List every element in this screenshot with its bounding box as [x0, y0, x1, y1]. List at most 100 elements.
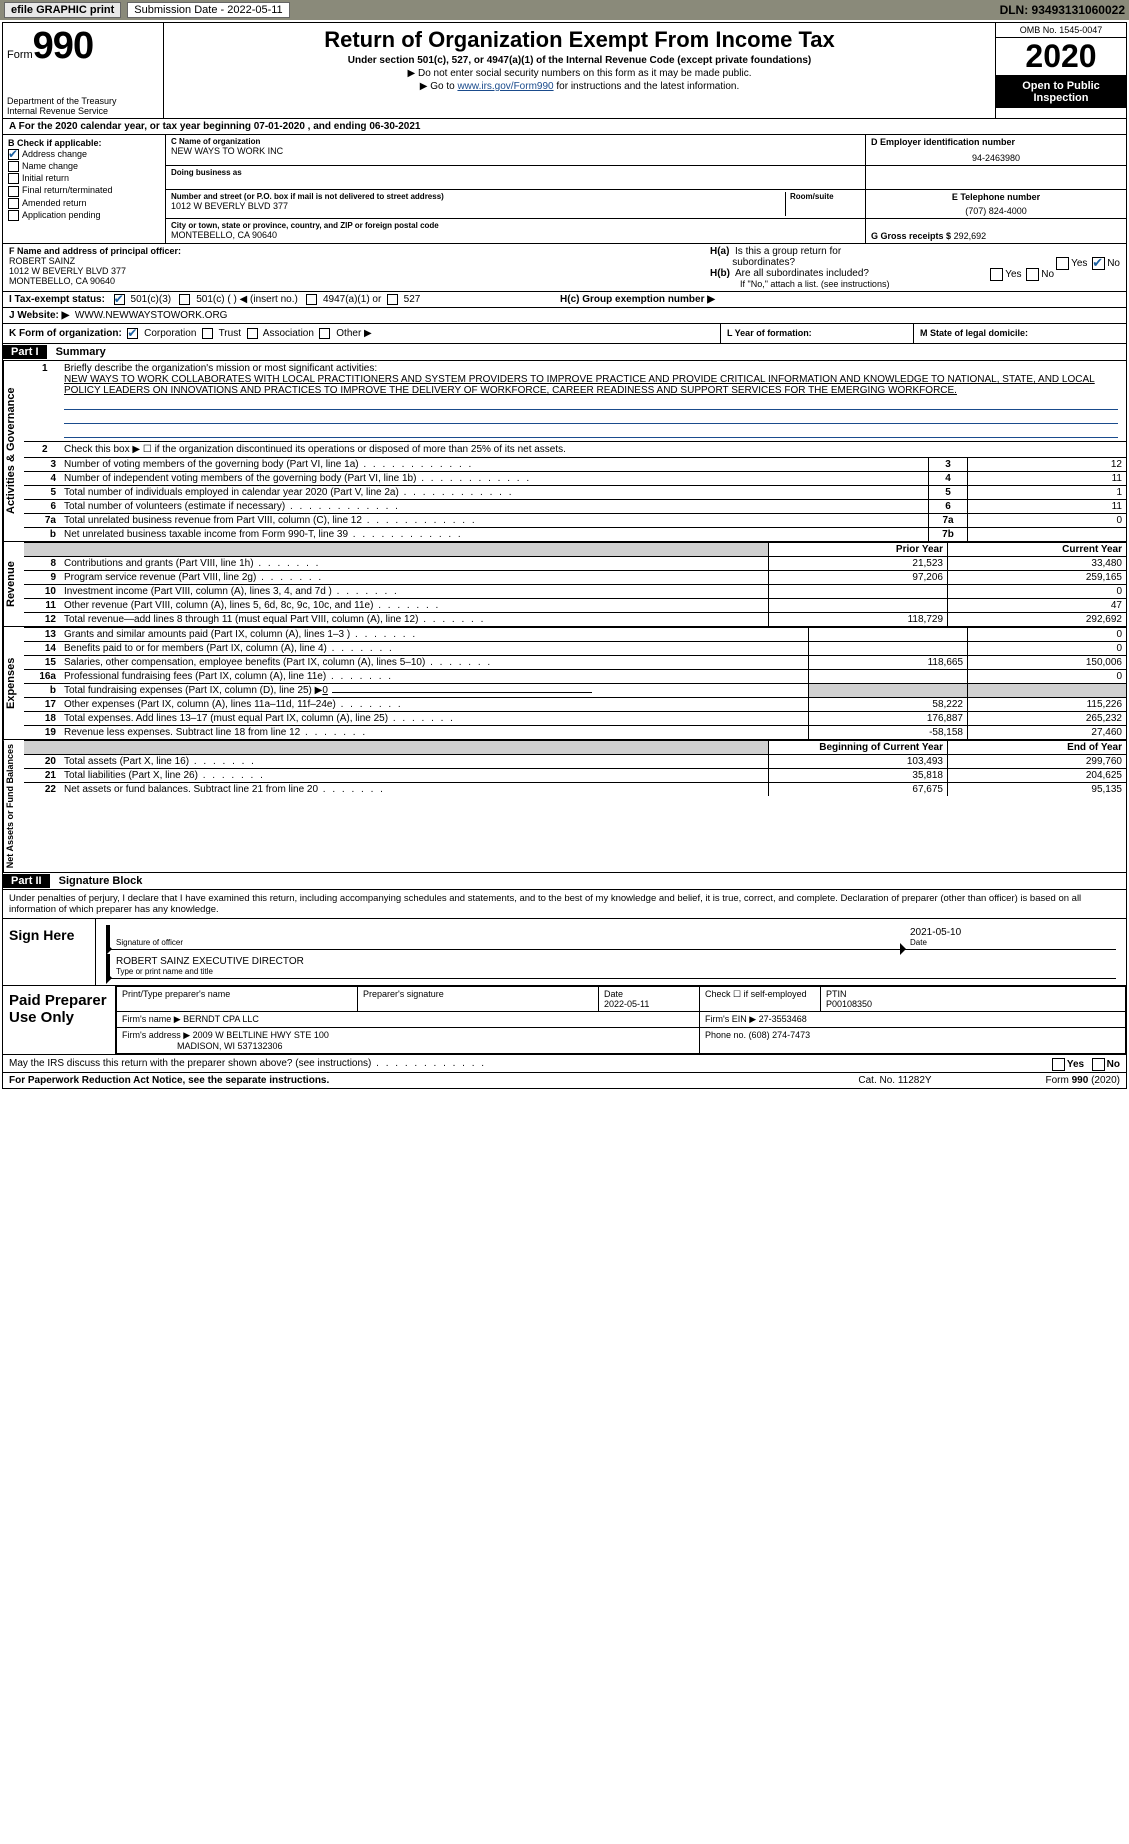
- table-row: 11Other revenue (Part VIII, column (A), …: [24, 599, 1126, 613]
- i-4947-checkbox[interactable]: [306, 294, 317, 305]
- j-label: J Website: ▶: [9, 310, 69, 321]
- part2-badge: Part II: [3, 874, 50, 888]
- perjury-declaration: Under penalties of perjury, I declare th…: [3, 890, 1126, 918]
- checkbox-icon: [8, 198, 19, 209]
- prep-date-value: 2022-05-11: [604, 999, 649, 1009]
- cb-app-pending[interactable]: Application pending: [8, 210, 160, 221]
- table-row: 4Number of independent voting members of…: [24, 472, 1126, 486]
- irs-link[interactable]: www.irs.gov/Form990: [457, 81, 553, 92]
- rev-body: Prior YearCurrent Year8Contributions and…: [24, 542, 1126, 626]
- dln-label: DLN: 93493131060022: [1000, 3, 1125, 17]
- row-a-tax-year: A For the 2020 calendar year, or tax yea…: [3, 119, 1126, 135]
- table-row: 6Total number of volunteers (estimate if…: [24, 500, 1126, 514]
- i-opt: 527: [404, 294, 421, 305]
- e-label: E Telephone number: [871, 192, 1121, 202]
- i-527-checkbox[interactable]: [387, 294, 398, 305]
- f-addr1: 1012 W BEVERLY BLVD 377: [9, 266, 126, 276]
- cb-amended[interactable]: Amended return: [8, 198, 160, 209]
- ha-yes-checkbox[interactable]: [1056, 257, 1069, 270]
- may-irs-yes[interactable]: [1052, 1058, 1065, 1071]
- irs-label: Internal Revenue Service: [7, 106, 159, 116]
- line-l: L Year of formation:: [720, 324, 913, 343]
- i-501c-checkbox[interactable]: [179, 294, 190, 305]
- line-hc: H(c) Group exemption number ▶: [554, 292, 1126, 307]
- line1-text: NEW WAYS TO WORK COLLABORATES WITH LOCAL…: [64, 374, 1095, 396]
- ptin-value: P00108350: [826, 999, 872, 1009]
- part1-badge: Part I: [3, 345, 47, 359]
- checkbox-icon: [8, 210, 19, 221]
- form-title: Return of Organization Exempt From Incom…: [170, 27, 989, 53]
- row-j: J Website: ▶ WWW.NEWWAYSTOWORK.ORG: [3, 308, 1126, 324]
- firm-phone-label: Phone no.: [705, 1030, 746, 1040]
- box-c-dba: Doing business as: [166, 166, 865, 189]
- cb-final-return[interactable]: Final return/terminated: [8, 185, 160, 196]
- blank-line: [64, 411, 1118, 424]
- table-row: 16aProfessional fundraising fees (Part I…: [24, 670, 1126, 684]
- yes-label: Yes: [1005, 269, 1021, 280]
- paid-preparer-row: Paid Preparer Use Only Print/Type prepar…: [3, 985, 1126, 1054]
- line-m: M State of legal domicile:: [913, 324, 1126, 343]
- hb-no-checkbox[interactable]: [1026, 268, 1039, 281]
- efile-print-button[interactable]: efile GRAPHIC print: [4, 2, 121, 18]
- i-opt: 4947(a)(1) or: [323, 294, 381, 305]
- prep-row3: Firm's address ▶ 2009 W BELTLINE HWY STE…: [117, 1028, 1126, 1054]
- i-opt: 501(c) ( ) ◀ (insert no.): [196, 294, 298, 305]
- note-ssn: ▶ Do not enter social security numbers o…: [170, 68, 989, 79]
- table-row: 12Total revenue—add lines 8 through 11 (…: [24, 613, 1126, 627]
- f-name: ROBERT SAINZ: [9, 256, 75, 266]
- no-label: No: [1107, 258, 1120, 269]
- sig-date-value: 2021-05-10: [910, 927, 1110, 938]
- may-irs-text: May the IRS discuss this return with the…: [9, 1058, 371, 1069]
- exp-section: Expenses 13Grants and similar amounts pa…: [3, 627, 1126, 740]
- rev-table: Prior YearCurrent Year8Contributions and…: [24, 542, 1126, 626]
- check-self[interactable]: Check ☐ if self-employed: [700, 987, 821, 1012]
- hb-yes-checkbox[interactable]: [990, 268, 1003, 281]
- j-value: WWW.NEWWAYSTOWORK.ORG: [75, 310, 228, 321]
- form-ref: Form 990 (2020): [970, 1075, 1120, 1086]
- sign-here-row: Sign Here Signature of officer 2021-05-1…: [3, 918, 1126, 985]
- vert-na-label: Net Assets or Fund Balances: [3, 740, 24, 872]
- may-irs-no[interactable]: [1092, 1058, 1105, 1071]
- checkbox-icon: [8, 149, 19, 160]
- officer-name-box: ROBERT SAINZ EXECUTIVE DIRECTOR Type or …: [106, 954, 1116, 979]
- firm-name-label: Firm's name ▶: [122, 1014, 181, 1024]
- goto-pre: ▶ Go to: [420, 81, 458, 92]
- table-row: 13Grants and similar amounts paid (Part …: [24, 628, 1126, 642]
- ha-no-checkbox[interactable]: [1092, 257, 1105, 270]
- k-label: K Form of organization:: [9, 328, 122, 339]
- table-row: bTotal fundraising expenses (Part IX, co…: [24, 684, 1126, 698]
- na-section: Net Assets or Fund Balances Beginning of…: [3, 740, 1126, 873]
- table-row: 17Other expenses (Part IX, column (A), l…: [24, 698, 1126, 712]
- submission-date-box: Submission Date - 2022-05-11: [127, 2, 289, 18]
- table-row: 10Investment income (Part VIII, column (…: [24, 585, 1126, 599]
- k-corp-checkbox[interactable]: [127, 328, 138, 339]
- k-opt: Trust: [219, 328, 241, 339]
- table-row: 21Total liabilities (Part X, line 26)35,…: [24, 769, 1126, 783]
- d-value: 94-2463980: [871, 153, 1121, 163]
- vert-rev-label: Revenue: [3, 542, 24, 626]
- i-501c3-checkbox[interactable]: [114, 294, 125, 305]
- sig-date-label: Date: [910, 938, 1110, 947]
- c-city-label: City or town, state or province, country…: [171, 221, 860, 230]
- k-trust-checkbox[interactable]: [202, 328, 213, 339]
- firm-phone-value: (608) 274-7473: [749, 1030, 811, 1040]
- line-j: J Website: ▶ WWW.NEWWAYSTOWORK.ORG: [3, 308, 1126, 323]
- k-assoc-checkbox[interactable]: [247, 328, 258, 339]
- cb-initial-return[interactable]: Initial return: [8, 173, 160, 184]
- header-left: Form990 Department of the Treasury Inter…: [3, 23, 164, 118]
- form-number-big: 990: [33, 25, 93, 67]
- c-addr-label: Number and street (or P.O. box if mail i…: [171, 192, 785, 201]
- ag-body: 1 Briefly describe the organization's mi…: [24, 361, 1126, 541]
- blank-line: [64, 425, 1118, 438]
- cb-label: Address change: [22, 149, 87, 159]
- table-row: 15Salaries, other compensation, employee…: [24, 656, 1126, 670]
- c-room-label: Room/suite: [790, 192, 860, 201]
- form-header: Form990 Department of the Treasury Inter…: [3, 23, 1126, 119]
- cb-name-change[interactable]: Name change: [8, 161, 160, 172]
- cb-address-change[interactable]: Address change: [8, 149, 160, 160]
- k-other-checkbox[interactable]: [319, 328, 330, 339]
- firm-ein-value: 27-3553468: [759, 1014, 807, 1024]
- box-d-spacer: [865, 166, 1126, 189]
- dept-treasury: Department of the Treasury: [7, 96, 159, 106]
- section-b-cde: B Check if applicable: Address change Na…: [3, 135, 1126, 243]
